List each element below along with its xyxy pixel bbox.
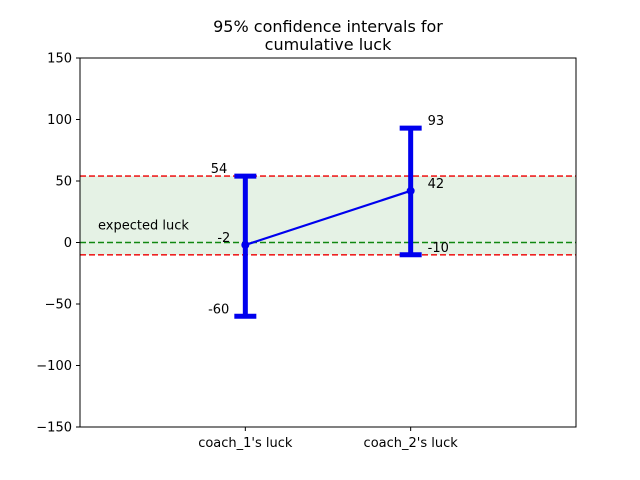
- y-tick-label: 0: [64, 236, 72, 251]
- axes: 150 100 50 0 −50 −100 −150 coach_1's luck coach_…: [36, 52, 577, 451]
- data-point-2: [406, 186, 415, 195]
- data-point-1: [241, 240, 250, 249]
- series-line: [244, 189, 412, 247]
- y-tick-label: −50: [45, 298, 72, 313]
- upper-label-1: 54: [211, 162, 228, 177]
- y-tick-label: 50: [55, 175, 72, 190]
- point-label-1: -2: [217, 231, 230, 246]
- x-tick-label: coach_1's luck: [198, 436, 293, 451]
- reference-lines: [80, 175, 576, 256]
- chart-title-line-2: cumulative luck: [264, 35, 392, 54]
- point-label-2: 42: [428, 177, 445, 192]
- band-label: expected luck: [98, 219, 189, 234]
- x-tick-label: coach_2's luck: [364, 436, 459, 451]
- y-tick-label: −100: [36, 359, 72, 374]
- band-layer: [80, 176, 576, 255]
- series-layer: [234, 125, 422, 319]
- upper-label-2: 93: [428, 114, 445, 129]
- y-tick-label: 100: [47, 113, 72, 128]
- lower-label-2: -10: [428, 241, 449, 256]
- y-tick-label: 150: [47, 52, 72, 67]
- y-tick-label: −150: [36, 421, 72, 436]
- lower-label-1: -60: [208, 302, 229, 317]
- expected-luck-band: [80, 176, 576, 255]
- data-labels: expected luck 54 -2 -60 93 42 -10: [98, 114, 449, 317]
- chart-title-line-1: 95% confidence intervals for: [213, 17, 443, 36]
